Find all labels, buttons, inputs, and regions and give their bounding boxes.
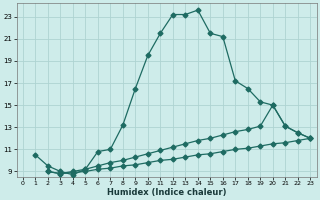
X-axis label: Humidex (Indice chaleur): Humidex (Indice chaleur) (107, 188, 226, 197)
